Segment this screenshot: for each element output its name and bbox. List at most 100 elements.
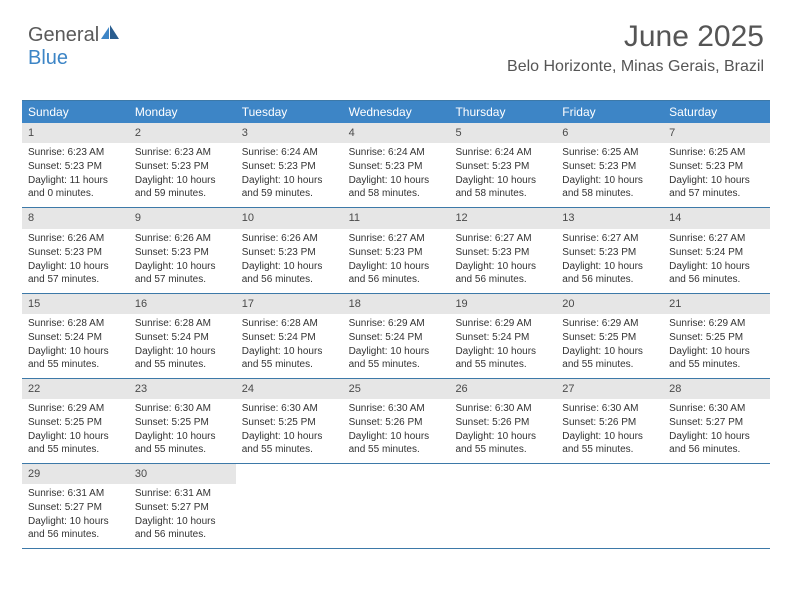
day-details: Sunrise: 6:29 AMSunset: 5:25 PMDaylight:…: [663, 314, 770, 378]
daylight-text: Daylight: 10 hours and 56 minutes.: [669, 430, 764, 456]
daylight-text: Daylight: 10 hours and 55 minutes.: [455, 345, 550, 371]
page-title: June 2025: [507, 20, 764, 54]
calendar-cell: 2Sunrise: 6:23 AMSunset: 5:23 PMDaylight…: [129, 123, 236, 207]
daylight-text: Daylight: 10 hours and 58 minutes.: [455, 174, 550, 200]
calendar-cell: 19Sunrise: 6:29 AMSunset: 5:24 PMDayligh…: [449, 294, 556, 378]
sunrise-text: Sunrise: 6:29 AM: [28, 402, 123, 415]
page-header: June 2025 Belo Horizonte, Minas Gerais, …: [507, 20, 764, 76]
sunrise-text: Sunrise: 6:30 AM: [242, 402, 337, 415]
day-number: 15: [22, 294, 129, 314]
calendar-cell: 21Sunrise: 6:29 AMSunset: 5:25 PMDayligh…: [663, 294, 770, 378]
calendar-cell: 27Sunrise: 6:30 AMSunset: 5:26 PMDayligh…: [556, 379, 663, 463]
logo-sail-icon: [101, 24, 121, 47]
sunrise-text: Sunrise: 6:30 AM: [562, 402, 657, 415]
daylight-text: Daylight: 10 hours and 55 minutes.: [28, 430, 123, 456]
daylight-text: Daylight: 10 hours and 56 minutes.: [349, 260, 444, 286]
daylight-text: Daylight: 10 hours and 55 minutes.: [242, 430, 337, 456]
calendar-cell: 6Sunrise: 6:25 AMSunset: 5:23 PMDaylight…: [556, 123, 663, 207]
sunrise-text: Sunrise: 6:25 AM: [562, 146, 657, 159]
day-number: 3: [236, 123, 343, 143]
calendar-cell: 14Sunrise: 6:27 AMSunset: 5:24 PMDayligh…: [663, 208, 770, 292]
day-details: Sunrise: 6:26 AMSunset: 5:23 PMDaylight:…: [236, 229, 343, 293]
day-number: 4: [343, 123, 450, 143]
sunrise-text: Sunrise: 6:30 AM: [669, 402, 764, 415]
daylight-text: Daylight: 10 hours and 55 minutes.: [135, 430, 230, 456]
sunset-text: Sunset: 5:25 PM: [562, 331, 657, 344]
week-row: 29Sunrise: 6:31 AMSunset: 5:27 PMDayligh…: [22, 464, 770, 549]
sunrise-text: Sunrise: 6:23 AM: [28, 146, 123, 159]
day-number: 17: [236, 294, 343, 314]
day-details: Sunrise: 6:30 AMSunset: 5:26 PMDaylight:…: [556, 399, 663, 463]
sunrise-text: Sunrise: 6:24 AM: [455, 146, 550, 159]
sunset-text: Sunset: 5:24 PM: [242, 331, 337, 344]
sunrise-text: Sunrise: 6:29 AM: [669, 317, 764, 330]
day-number: 16: [129, 294, 236, 314]
day-header: Monday: [129, 101, 236, 123]
day-number: 10: [236, 208, 343, 228]
day-header: Thursday: [449, 101, 556, 123]
day-number: 30: [129, 464, 236, 484]
sunrise-text: Sunrise: 6:27 AM: [562, 232, 657, 245]
calendar-cell: 4Sunrise: 6:24 AMSunset: 5:23 PMDaylight…: [343, 123, 450, 207]
week-row: 15Sunrise: 6:28 AMSunset: 5:24 PMDayligh…: [22, 294, 770, 379]
day-details: Sunrise: 6:24 AMSunset: 5:23 PMDaylight:…: [449, 143, 556, 207]
sunset-text: Sunset: 5:23 PM: [242, 160, 337, 173]
sunset-text: Sunset: 5:24 PM: [455, 331, 550, 344]
daylight-text: Daylight: 10 hours and 56 minutes.: [242, 260, 337, 286]
day-number: 12: [449, 208, 556, 228]
calendar-cell: 20Sunrise: 6:29 AMSunset: 5:25 PMDayligh…: [556, 294, 663, 378]
sunset-text: Sunset: 5:26 PM: [349, 416, 444, 429]
day-details: Sunrise: 6:30 AMSunset: 5:25 PMDaylight:…: [236, 399, 343, 463]
day-number: 27: [556, 379, 663, 399]
sunset-text: Sunset: 5:24 PM: [349, 331, 444, 344]
day-details: Sunrise: 6:27 AMSunset: 5:23 PMDaylight:…: [343, 229, 450, 293]
sunset-text: Sunset: 5:23 PM: [28, 246, 123, 259]
sunrise-text: Sunrise: 6:26 AM: [242, 232, 337, 245]
sunrise-text: Sunrise: 6:28 AM: [242, 317, 337, 330]
day-details: Sunrise: 6:29 AMSunset: 5:24 PMDaylight:…: [449, 314, 556, 378]
calendar-cell: 22Sunrise: 6:29 AMSunset: 5:25 PMDayligh…: [22, 379, 129, 463]
daylight-text: Daylight: 10 hours and 56 minutes.: [135, 515, 230, 541]
sunrise-text: Sunrise: 6:30 AM: [135, 402, 230, 415]
daylight-text: Daylight: 10 hours and 57 minutes.: [28, 260, 123, 286]
sunset-text: Sunset: 5:25 PM: [28, 416, 123, 429]
page-subtitle: Belo Horizonte, Minas Gerais, Brazil: [507, 58, 764, 76]
sunrise-text: Sunrise: 6:27 AM: [455, 232, 550, 245]
week-row: 1Sunrise: 6:23 AMSunset: 5:23 PMDaylight…: [22, 123, 770, 208]
day-number: 21: [663, 294, 770, 314]
sunrise-text: Sunrise: 6:29 AM: [349, 317, 444, 330]
calendar-cell: [343, 464, 450, 548]
calendar-cell: [556, 464, 663, 548]
daylight-text: Daylight: 10 hours and 59 minutes.: [135, 174, 230, 200]
sunrise-text: Sunrise: 6:26 AM: [28, 232, 123, 245]
calendar-cell: [236, 464, 343, 548]
sunset-text: Sunset: 5:23 PM: [455, 160, 550, 173]
calendar-cell: 5Sunrise: 6:24 AMSunset: 5:23 PMDaylight…: [449, 123, 556, 207]
calendar-cell: 3Sunrise: 6:24 AMSunset: 5:23 PMDaylight…: [236, 123, 343, 207]
sunset-text: Sunset: 5:24 PM: [669, 246, 764, 259]
sunset-text: Sunset: 5:25 PM: [669, 331, 764, 344]
daylight-text: Daylight: 10 hours and 55 minutes.: [349, 430, 444, 456]
sunset-text: Sunset: 5:26 PM: [562, 416, 657, 429]
sunset-text: Sunset: 5:26 PM: [455, 416, 550, 429]
sunrise-text: Sunrise: 6:31 AM: [135, 487, 230, 500]
calendar-cell: 29Sunrise: 6:31 AMSunset: 5:27 PMDayligh…: [22, 464, 129, 548]
sunset-text: Sunset: 5:24 PM: [28, 331, 123, 344]
sunrise-text: Sunrise: 6:24 AM: [242, 146, 337, 159]
calendar-cell: [449, 464, 556, 548]
sunrise-text: Sunrise: 6:31 AM: [28, 487, 123, 500]
sunset-text: Sunset: 5:23 PM: [669, 160, 764, 173]
day-details: Sunrise: 6:26 AMSunset: 5:23 PMDaylight:…: [129, 229, 236, 293]
logo-text-2: Blue: [28, 47, 68, 69]
daylight-text: Daylight: 10 hours and 55 minutes.: [562, 430, 657, 456]
sunset-text: Sunset: 5:23 PM: [455, 246, 550, 259]
day-details: Sunrise: 6:29 AMSunset: 5:24 PMDaylight:…: [343, 314, 450, 378]
calendar-cell: 12Sunrise: 6:27 AMSunset: 5:23 PMDayligh…: [449, 208, 556, 292]
day-details: Sunrise: 6:30 AMSunset: 5:26 PMDaylight:…: [343, 399, 450, 463]
sunrise-text: Sunrise: 6:27 AM: [669, 232, 764, 245]
daylight-text: Daylight: 10 hours and 56 minutes.: [669, 260, 764, 286]
sunrise-text: Sunrise: 6:28 AM: [28, 317, 123, 330]
day-details: Sunrise: 6:27 AMSunset: 5:23 PMDaylight:…: [556, 229, 663, 293]
day-header-row: SundayMondayTuesdayWednesdayThursdayFrid…: [22, 101, 770, 123]
sunrise-text: Sunrise: 6:28 AM: [135, 317, 230, 330]
